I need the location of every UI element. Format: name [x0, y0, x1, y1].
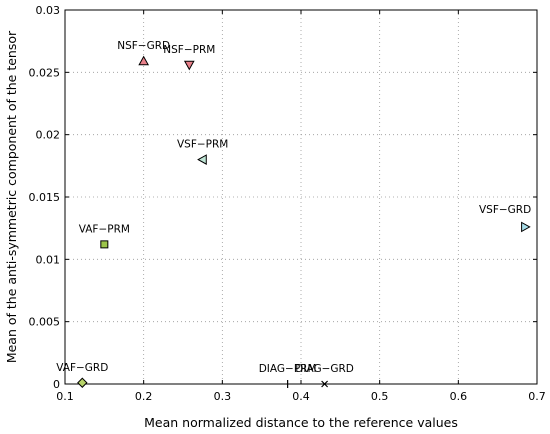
x-axis-label: Mean normalized distance to the referenc… — [144, 415, 458, 430]
y-tick-label: 0.005 — [29, 316, 61, 329]
data-point-label: VSF−PRM — [177, 139, 228, 151]
x-tick-label: 0.7 — [528, 390, 546, 403]
x-tick-label: 0.4 — [292, 390, 310, 403]
data-point-label: DIAG−PRM — [259, 363, 317, 375]
data-point-label: VSF−GRD — [479, 204, 531, 216]
data-point-marker — [321, 380, 329, 388]
y-tick-label: 0 — [53, 378, 60, 391]
y-tick-label: 0.015 — [29, 191, 61, 204]
data-point-marker — [138, 55, 150, 66]
data-point-label: NSF−PRM — [163, 44, 215, 56]
grid — [65, 10, 537, 384]
y-tick-label: 0.02 — [36, 129, 61, 142]
x-tick-label: 0.5 — [371, 390, 389, 403]
y-tick-label: 0.025 — [29, 66, 61, 79]
y-tick-label: 0.03 — [36, 4, 61, 17]
y-axis-label: Mean of the anti-symmetric component of … — [4, 30, 19, 363]
data-point-marker — [197, 154, 207, 165]
data-point-marker — [183, 60, 195, 71]
data-point-marker — [100, 240, 109, 249]
y-axis-ticks: 0 0.005 0.01 0.015 0.02 0.025 0.03 — [29, 4, 537, 391]
data-point-label: VAF−PRM — [79, 223, 130, 235]
x-tick-label: 0.2 — [135, 390, 153, 403]
x-axis-ticks: 0.1 0.2 0.3 0.4 0.5 0.6 0.7 — [56, 10, 546, 403]
data-point-label: DIAG−GRD — [295, 363, 354, 375]
x-tick-label: 0.6 — [450, 390, 468, 403]
x-tick-label: 0.1 — [56, 390, 74, 403]
data-point-marker — [521, 221, 531, 233]
data-point-label: VAF−GRD — [56, 362, 108, 374]
data-point-marker — [77, 377, 88, 388]
y-tick-label: 0.01 — [36, 253, 61, 266]
x-tick-label: 0.3 — [214, 390, 232, 403]
data-point-label: NSF−GRD — [117, 40, 170, 52]
